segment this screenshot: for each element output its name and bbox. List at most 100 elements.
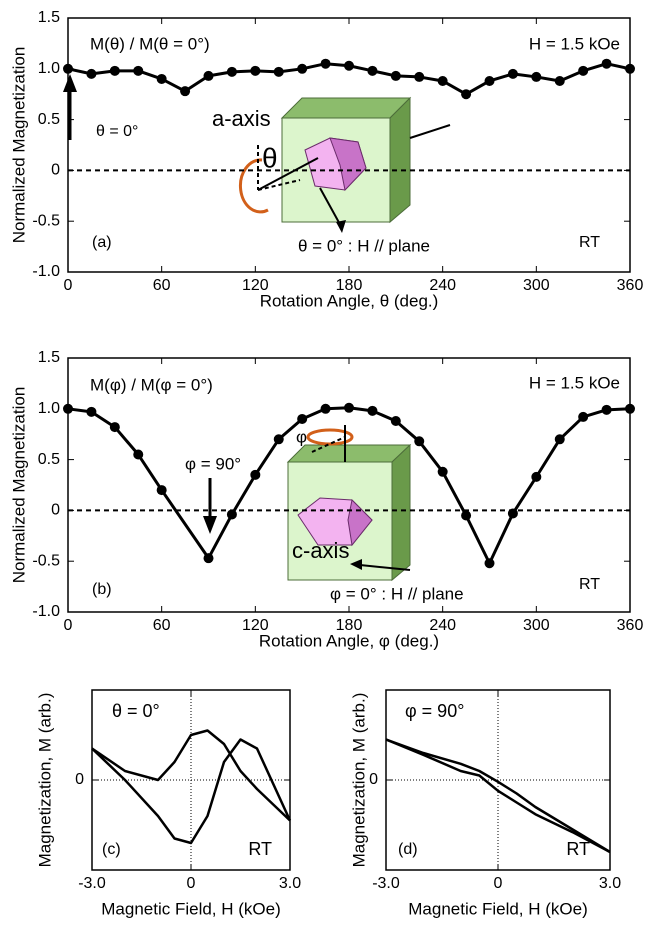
- x-tick-label: 0: [64, 277, 73, 294]
- inset-b: [203, 425, 412, 582]
- data-point: [414, 71, 425, 82]
- data-point: [461, 89, 472, 100]
- data-point: [531, 471, 542, 482]
- data-point: [484, 558, 495, 569]
- annotation: φ = 0° : H // plane: [330, 584, 464, 603]
- y-tick-label: 1.5: [38, 9, 60, 26]
- annotation: (d): [398, 841, 418, 858]
- data-point: [63, 63, 73, 74]
- x-axis-label: Magnetic Field, H (kOe): [101, 899, 281, 918]
- data-point: [390, 70, 401, 81]
- annotation: θ: [262, 142, 278, 173]
- data-point: [390, 415, 401, 426]
- x-tick-label: 0: [494, 875, 503, 892]
- x-tick-label: 180: [336, 277, 363, 294]
- data-point: [297, 413, 308, 424]
- series-line: [91, 729, 291, 822]
- annotation: (c): [102, 841, 121, 858]
- data-point: [601, 404, 612, 415]
- y-tick-label: 1.5: [38, 349, 60, 366]
- annotation: RT: [566, 839, 590, 859]
- y-axis-label: Magnetization, M (arb.): [349, 693, 368, 868]
- data-point: [531, 71, 542, 82]
- annotation: c-axis: [292, 538, 349, 563]
- data-point: [63, 403, 73, 414]
- x-tick-label: -3.0: [372, 875, 400, 892]
- series-line: [385, 738, 611, 854]
- x-tick-label: 3.0: [279, 875, 301, 892]
- data-point: [297, 63, 308, 74]
- data-point: [554, 75, 565, 86]
- data-point: [554, 434, 565, 445]
- data-point: [180, 86, 191, 97]
- y-tick-label: -0.5: [32, 212, 60, 229]
- data-point: [273, 66, 284, 77]
- annotation: φ = 90°: [405, 701, 464, 721]
- annotation: (b): [92, 581, 112, 598]
- data-point: [226, 66, 237, 77]
- y-tick-label: 0: [75, 771, 84, 788]
- x-tick-label: 0: [187, 875, 196, 892]
- annotation: a-axis: [212, 106, 271, 131]
- annotation: φ: [296, 427, 307, 446]
- x-tick-label: 60: [153, 277, 171, 294]
- x-tick-label: 240: [429, 277, 456, 294]
- annotation: θ = 0°: [96, 123, 138, 140]
- data-point: [578, 411, 589, 422]
- data-point: [625, 403, 635, 414]
- data-point: [226, 509, 237, 520]
- y-tick-label: 0.5: [38, 451, 60, 468]
- data-point: [250, 65, 261, 76]
- data-point: [156, 73, 167, 84]
- y-tick-label: 0.5: [38, 111, 60, 128]
- data-point: [133, 449, 144, 460]
- x-tick-label: 180: [336, 617, 363, 634]
- y-axis-label: Magnetization, M (arb.): [35, 693, 54, 868]
- y-axis-label: Normalized Magnetization: [9, 387, 28, 584]
- x-tick-label: 360: [617, 617, 644, 634]
- data-point: [461, 510, 472, 521]
- data-point: [156, 485, 167, 496]
- data-point: [203, 553, 214, 564]
- x-tick-label: 240: [429, 617, 456, 634]
- data-point: [320, 58, 331, 69]
- data-point: [625, 63, 635, 74]
- data-point: [203, 70, 214, 81]
- y-axis-label: Normalized Magnetization: [9, 47, 28, 244]
- y-tick-label: 0: [369, 771, 378, 788]
- y-tick-label: -1.0: [32, 603, 60, 620]
- x-tick-label: 120: [242, 277, 269, 294]
- inset-a: [63, 74, 451, 233]
- data-point: [367, 65, 378, 76]
- annotation: φ = 90°: [185, 454, 241, 473]
- annotation: H = 1.5 kOe: [529, 34, 620, 53]
- y-tick-label: -0.5: [32, 552, 60, 569]
- x-tick-label: 3.0: [599, 875, 621, 892]
- annotation: M(φ) / M(φ = 0°): [90, 375, 213, 394]
- data-point: [86, 406, 97, 417]
- series-line: [385, 738, 611, 854]
- x-axis-label: Rotation Angle, θ (deg.): [260, 291, 439, 310]
- y-tick-label: 1.0: [38, 60, 60, 77]
- x-tick-label: 300: [523, 277, 550, 294]
- data-point: [109, 422, 120, 433]
- series-line: [67, 406, 631, 565]
- data-point: [437, 466, 448, 477]
- data-point: [344, 60, 354, 71]
- data-point: [507, 508, 518, 519]
- series-line: [91, 738, 292, 845]
- y-tick-label: 0: [51, 162, 60, 179]
- data-point: [273, 434, 284, 445]
- annotation: RT: [248, 839, 272, 859]
- data-point: [367, 405, 378, 416]
- y-tick-label: 1.0: [38, 400, 60, 417]
- data-point: [414, 436, 425, 447]
- y-tick-label: -1.0: [32, 263, 60, 280]
- annotation: θ = 0°: [112, 701, 160, 721]
- data-point: [344, 402, 354, 413]
- x-tick-label: 300: [523, 617, 550, 634]
- x-tick-label: 60: [153, 617, 171, 634]
- annotation: H = 1.5 kOe: [529, 373, 620, 392]
- x-axis-label: Magnetic Field, H (kOe): [408, 899, 588, 918]
